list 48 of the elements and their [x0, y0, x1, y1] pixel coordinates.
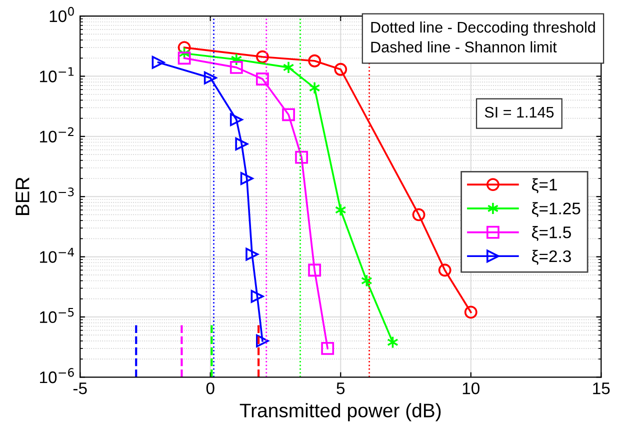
- legend-label: ξ=1.25: [532, 202, 580, 218]
- point: [438, 264, 452, 277]
- annotation: Dotted line - Deccoding threshold Dashed line - Shannon limit: [371, 21, 595, 52]
- point: [230, 113, 243, 126]
- y-tick-label: 10$^{−3}$: [40, 187, 74, 203]
- point: [308, 264, 322, 277]
- point: [230, 53, 242, 66]
- y-tick-label: 10$^{−5}$: [40, 308, 74, 324]
- y-axis-title: BER: [16, 178, 30, 215]
- point: [360, 274, 372, 288]
- x-tick-label: 15: [593, 382, 610, 394]
- point: [152, 56, 165, 69]
- point: [235, 137, 248, 150]
- y-tick-label: 10$^{−6}$: [40, 368, 74, 384]
- x-tick-label: -5: [73, 382, 87, 394]
- point: [256, 334, 269, 348]
- y-tick-label: 10$^{−2}$: [40, 127, 74, 142]
- point: [387, 336, 398, 349]
- point: [178, 46, 190, 60]
- point: [282, 108, 295, 122]
- point: [256, 72, 269, 86]
- point: [412, 208, 426, 222]
- point: [334, 203, 346, 216]
- point: [256, 50, 269, 64]
- point: [246, 248, 259, 261]
- point: [295, 150, 308, 164]
- point: [321, 342, 334, 355]
- point: [282, 60, 294, 74]
- point: [178, 52, 191, 65]
- point: [250, 290, 264, 303]
- x-axis-title: Transmitted power (dB): [240, 403, 441, 422]
- legend-label: ξ=1.5: [532, 226, 571, 241]
- point: [464, 306, 478, 319]
- legend-label: ξ=1: [532, 178, 557, 194]
- point: [230, 60, 243, 74]
- point: [334, 62, 348, 76]
- point: [308, 81, 320, 94]
- x-tick-label: 10: [462, 382, 480, 394]
- x-tick-label: 5: [336, 382, 345, 394]
- point: [308, 54, 322, 68]
- annotation: SI = 1.145: [484, 106, 554, 118]
- y-tick-label: 10$^{−1}$: [40, 67, 74, 82]
- y-tick-label: 10$^{−4}$: [40, 248, 74, 263]
- legend-label: ξ=2.3: [532, 250, 571, 265]
- x-tick-label: 0: [206, 382, 214, 394]
- point: [204, 71, 217, 84]
- y-tick-label: 10$^{0}$: [50, 6, 74, 22]
- point: [240, 172, 254, 185]
